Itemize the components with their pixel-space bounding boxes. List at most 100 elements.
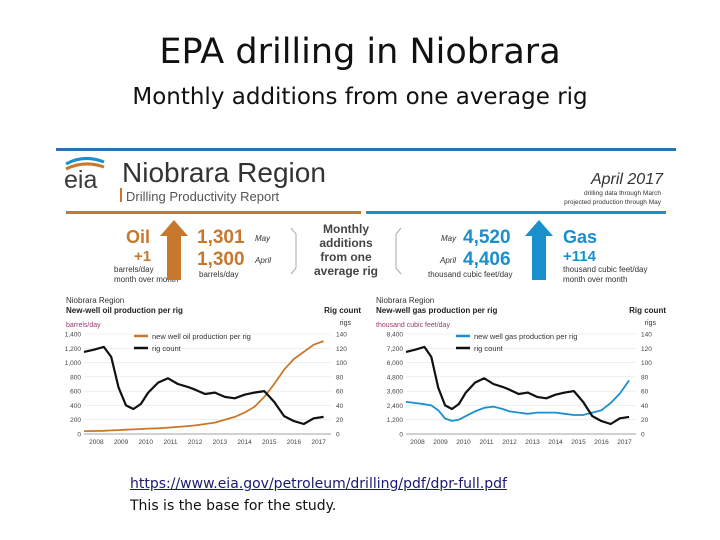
chart-title: New-well gas production per rig	[376, 306, 497, 315]
chart-x-tick-label: 2010	[139, 439, 154, 446]
chart-x-tick-label: 2012	[502, 439, 517, 446]
chart-y-right-tick-label: 40	[336, 403, 344, 410]
oil-value-unit: barrels/day	[199, 270, 239, 279]
chart-y-tick-label: 1,000	[65, 360, 82, 367]
chart-y-label: thousand cubic feet/day	[376, 322, 450, 329]
chart-x-tick-label: 2013	[213, 439, 228, 446]
chart-y-right-tick-label: 60	[641, 389, 649, 396]
chart-y-right-tick-label: 20	[336, 417, 344, 424]
chart-y-right-tick-label: 100	[641, 360, 652, 367]
oil-change-unit-1: barrels/day	[114, 265, 154, 274]
source-link[interactable]: https://www.eia.gov/petroleum/drilling/p…	[130, 476, 507, 492]
oil-change-unit-2: month over month	[114, 275, 178, 284]
oil-april-label: April	[254, 256, 271, 265]
oil-april-value: 1,300	[197, 249, 245, 270]
chart-legend-label: new well gas production per rig	[474, 332, 577, 341]
report-date: April 2017	[590, 171, 664, 188]
center-line-4: average rig	[314, 264, 378, 278]
chart-series-line	[83, 340, 324, 432]
center-line-1: Monthly	[323, 222, 369, 236]
eia-logo: eia	[64, 157, 105, 194]
chart-series-line	[405, 379, 630, 422]
report-date-note-1: drilling data through March	[584, 190, 661, 197]
chart-x-tick-label: 2016	[287, 439, 302, 446]
study-note: This is the base for the study.	[130, 498, 337, 514]
oil-change: +1	[134, 248, 151, 265]
chart-y-right-tick-label: 100	[336, 360, 347, 367]
chart-right-axis-label: Rig count	[324, 306, 361, 315]
eia-logo-swoosh-icon	[65, 157, 105, 166]
gas-change-unit-1: thousand cubic feet/day	[563, 265, 648, 274]
chart-title: New-well oil production per rig	[66, 306, 183, 315]
chart-y-tick-label: 4,800	[387, 374, 404, 381]
chart-x-tick-label: 2015	[262, 439, 277, 446]
gas-april-label: April	[439, 256, 456, 265]
chart-y-tick-label: 1,200	[65, 346, 82, 353]
gas-label: Gas	[563, 227, 597, 247]
center-caption: Monthly additions from one average rig	[290, 222, 402, 278]
chart-y-right-tick-label: 60	[336, 389, 344, 396]
chart-x-tick-label: 2017	[311, 439, 326, 446]
chart-x-tick-label: 2009	[114, 439, 129, 446]
chart-x-tick-label: 2009	[433, 439, 448, 446]
chart-y-right-tick-label: 20	[641, 417, 649, 424]
chart-y-tick-label: 7,200	[387, 346, 404, 353]
chart-right-axis-unit: rigs	[340, 320, 352, 327]
chart-y-right-tick-label: 40	[641, 403, 649, 410]
slide-title: EPA drilling in Niobrara	[159, 32, 561, 72]
chart-region-label: Niobrara Region	[376, 296, 434, 305]
slide-subtitle: Monthly additions from one average rig	[132, 84, 588, 110]
gas-april-value: 4,406	[463, 249, 511, 270]
center-line-2: additions	[319, 236, 373, 250]
center-bracket-right	[395, 227, 402, 275]
drilling-productivity-report: eia Niobrara Region Drilling Productivit…	[56, 148, 676, 446]
oil-separator	[66, 211, 361, 214]
chart-y-right-tick-label: 140	[641, 332, 652, 339]
chart-y-label: barrels/day	[66, 322, 101, 329]
chart-y-tick-label: 3,600	[387, 389, 404, 396]
chart-right-axis-label: Rig count	[629, 306, 666, 315]
chart-legend-label: rig count	[152, 344, 182, 353]
gas-change-unit-2: month over month	[563, 275, 627, 284]
center-bracket-left	[290, 227, 297, 275]
chart-y-tick-label: 0	[77, 432, 81, 439]
chart-x-tick-label: 2014	[548, 439, 563, 446]
chart-y-right-tick-label: 120	[641, 346, 652, 353]
oil-may-value: 1,301	[197, 227, 245, 248]
gas-value-unit: thousand cubic feet/day	[428, 270, 513, 279]
chart-y-tick-label: 600	[70, 389, 81, 396]
chart-y-tick-label: 1,400	[65, 332, 82, 339]
chart-legend-label: new well oil production per rig	[152, 332, 251, 341]
chart-y-tick-label: 1,200	[387, 417, 404, 424]
chart-x-tick-label: 2013	[525, 439, 540, 446]
report-top-border	[56, 148, 676, 151]
report-name-bar	[120, 188, 122, 202]
chart-y-right-tick-label: 120	[336, 346, 347, 353]
chart-region-label: Niobrara Region	[66, 296, 124, 305]
chart-x-tick-label: 2017	[617, 439, 632, 446]
gas-may-value: 4,520	[463, 227, 511, 248]
eia-logo-swoosh-2-icon	[65, 162, 105, 171]
oil-may-label: May	[255, 234, 271, 243]
chart-x-tick-label: 2008	[410, 439, 425, 446]
chart-right-axis-unit: rigs	[645, 320, 657, 327]
chart-y-right-tick-label: 80	[336, 374, 344, 381]
region-title: Niobrara Region	[122, 157, 326, 188]
gas-change: +114	[563, 248, 597, 265]
gas-may-label: May	[441, 234, 457, 243]
report-date-note-2: projected production through May	[564, 199, 662, 206]
chart-y-tick-label: 6,000	[387, 360, 404, 367]
oil-label: Oil	[126, 227, 150, 247]
gas-separator	[366, 211, 666, 214]
chart-x-tick-label: 2008	[89, 439, 104, 446]
gas-up-arrow-icon	[525, 220, 553, 280]
center-line-3: from one	[320, 250, 372, 264]
report-name: Drilling Productivity Report	[126, 189, 280, 204]
chart-y-right-tick-label: 140	[336, 332, 347, 339]
chart-x-tick-label: 2016	[594, 439, 609, 446]
chart-x-tick-label: 2015	[571, 439, 586, 446]
chart-x-tick-label: 2011	[480, 439, 494, 446]
chart-x-tick-label: 2011	[163, 439, 177, 446]
chart-y-tick-label: 400	[70, 403, 81, 410]
chart-x-tick-label: 2010	[456, 439, 471, 446]
